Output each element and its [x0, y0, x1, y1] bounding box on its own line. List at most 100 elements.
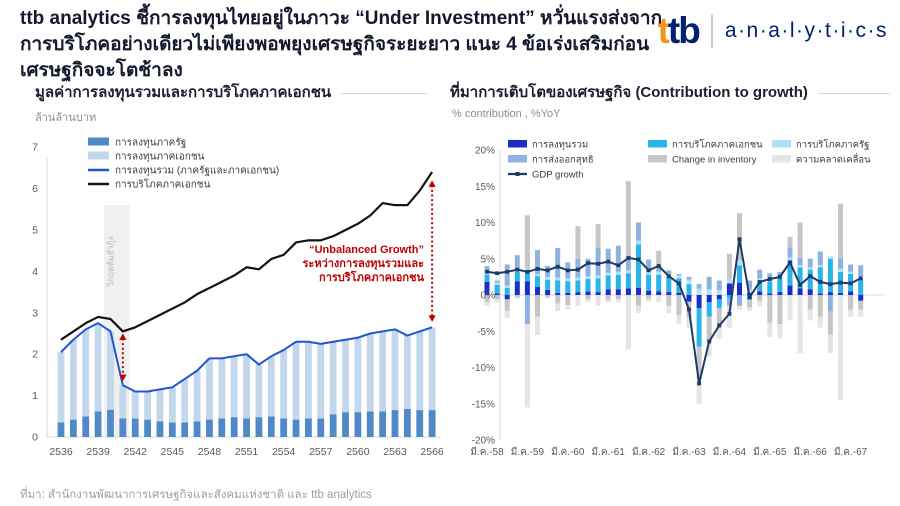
- contribution-bar-segment: [615, 295, 621, 300]
- contribution-bar-segment: [636, 305, 641, 314]
- gdp-marker: [717, 323, 722, 328]
- legend-swatch: [772, 140, 791, 148]
- legend-label: การลงทุนรวม (ภาครัฐและภาคเอกชน): [115, 166, 279, 177]
- contribution-bar-segment: [484, 266, 490, 272]
- contribution-bar-segment: [676, 275, 682, 279]
- x-tick-label: 2545: [161, 446, 185, 458]
- bar-private-investment: [317, 343, 325, 419]
- gdp-marker: [495, 271, 499, 276]
- contribution-bar-segment: [585, 295, 591, 300]
- contribution-bar-segment: [848, 309, 854, 317]
- contribution-bar-segment: [625, 288, 631, 295]
- bar-public-investment: [181, 422, 189, 437]
- contribution-bar-segment: [757, 300, 763, 306]
- contribution-bar-segment: [595, 278, 601, 293]
- legend-swatch: [88, 137, 109, 146]
- gdp-marker: [576, 267, 580, 272]
- y-tick-label: 20%: [475, 146, 495, 157]
- contribution-bar-segment: [595, 292, 601, 295]
- contribution-bar-segment: [797, 265, 803, 268]
- x-tick-label: 2560: [346, 446, 370, 458]
- contribution-bar-segment: [726, 279, 732, 284]
- contribution-bar-segment: [636, 295, 641, 306]
- unbalanced-growth-note: การบริโภคภาคเอกชน: [319, 270, 424, 284]
- x-tick-label: มี.ค.-67: [834, 446, 868, 458]
- contribution-bar-segment: [817, 295, 823, 317]
- gdp-marker: [555, 264, 560, 269]
- bar-public-investment: [119, 418, 127, 437]
- right-chart-title-text: ที่มาการเติบโตของเศรษฐกิจ (Contribution …: [450, 84, 808, 101]
- contribution-bar-segment: [524, 268, 530, 272]
- contribution-bar-segment: [696, 284, 702, 289]
- contribution-bar-segment: [656, 250, 662, 266]
- contribution-bar-segment: [524, 295, 530, 324]
- x-tick-label: มี.ค.-58: [470, 446, 504, 458]
- contribution-bar-segment: [807, 289, 813, 295]
- contribution-bar-segment: [686, 276, 692, 280]
- gdp-growth-line: [486, 238, 862, 385]
- contribution-bar-segment: [848, 295, 854, 310]
- bar-public-investment: [193, 421, 201, 437]
- contribution-bar-segment: [686, 317, 692, 328]
- bar-public-investment: [292, 419, 300, 437]
- bar-public-investment: [329, 414, 337, 437]
- contribution-bar-segment: [817, 251, 823, 266]
- bar-public-investment: [144, 419, 151, 437]
- bar-public-investment: [218, 418, 226, 437]
- x-tick-label: มี.ค.-62: [632, 446, 666, 458]
- gdp-marker: [808, 274, 813, 279]
- contribution-bar-segment: [646, 290, 652, 295]
- logo-divider: [710, 13, 713, 48]
- contribution-bar-segment: [666, 295, 672, 306]
- contribution-bar-segment: [797, 267, 803, 289]
- contribution-bar-segment: [747, 300, 753, 308]
- x-tick-label: มี.ค.-61: [592, 446, 626, 458]
- contribution-bar-segment: [535, 316, 540, 335]
- contribution-bar-segment: [585, 258, 591, 277]
- contribution-bar-segment: [555, 280, 561, 293]
- y-tick-label: 4: [32, 266, 38, 278]
- bar-private-investment: [342, 339, 349, 413]
- bar-private-investment: [193, 370, 201, 422]
- contribution-bar-segment: [747, 307, 753, 311]
- contribution-bar-segment: [535, 250, 540, 274]
- bar-private-investment: [391, 329, 399, 411]
- gdp-marker: [707, 339, 712, 344]
- contribution-bar-segment: [625, 255, 631, 271]
- contribution-bar-segment: [797, 288, 803, 295]
- contribution-bar-segment: [545, 276, 551, 280]
- bar-private-investment: [366, 333, 374, 412]
- contribution-bar-segment: [535, 295, 540, 317]
- contribution-bar-segment: [777, 295, 783, 324]
- bar-private-investment: [131, 391, 139, 419]
- arrowhead-up: [119, 333, 127, 340]
- legend-label: ความคลาดเคลื่อน: [796, 153, 871, 166]
- contribution-bar-segment: [504, 264, 510, 286]
- contribution-bar-segment: [615, 299, 621, 303]
- contribution-bar-segment: [827, 334, 833, 353]
- contribution-bar-segment: [757, 291, 763, 295]
- contribution-bar-segment: [737, 282, 742, 295]
- contribution-bar-segment: [767, 293, 773, 295]
- contribution-bar-segment: [858, 279, 864, 295]
- y-tick-label: 7: [32, 142, 38, 154]
- crisis-band-label: วิกฤตต้มยำกุ้ง: [105, 236, 116, 287]
- contribution-bar-segment: [646, 274, 652, 291]
- legend-label: การลงทุนภาคเอกชน: [115, 152, 205, 163]
- bar-public-investment: [342, 412, 349, 437]
- bar-public-investment: [94, 411, 102, 437]
- contribution-bar-segment: [595, 275, 601, 279]
- x-tick-label: 2542: [124, 446, 148, 458]
- y-tick-label: 5%: [481, 254, 496, 265]
- contribution-bar-segment: [716, 280, 722, 290]
- contribution-bar-segment: [565, 295, 571, 306]
- contribution-bar-segment: [737, 213, 742, 261]
- gdp-marker: [687, 307, 691, 312]
- unbalanced-growth-note: “Unbalanced Growth”: [309, 244, 424, 256]
- contribution-bar-segment: [676, 273, 682, 276]
- x-tick-label: 2536: [49, 446, 73, 458]
- gdp-marker: [485, 269, 489, 274]
- bar-public-investment: [416, 410, 424, 437]
- bar-public-investment: [131, 418, 139, 437]
- contribution-bar-segment: [686, 295, 692, 302]
